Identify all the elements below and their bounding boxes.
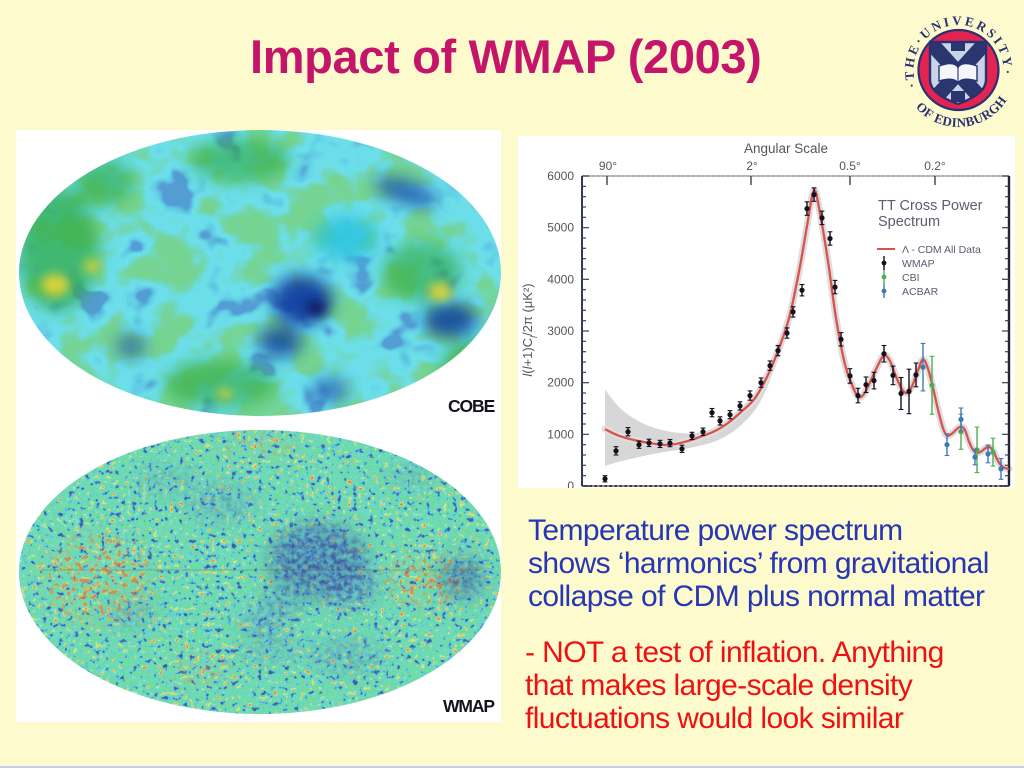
svg-text:0: 0 — [567, 479, 574, 488]
svg-text:ACBAR: ACBAR — [902, 286, 939, 298]
svg-text:Angular Scale: Angular Scale — [744, 141, 828, 156]
svg-text:4000: 4000 — [547, 272, 574, 286]
svg-text:TT Cross Power: TT Cross Power — [878, 198, 983, 214]
svg-text:l(l+1)Cl/2π (μK²): l(l+1)Cl/2π (μK²) — [520, 283, 539, 376]
svg-text:5000: 5000 — [547, 221, 574, 235]
svg-text:1000: 1000 — [547, 427, 574, 441]
svg-text:0.2°: 0.2° — [924, 159, 946, 173]
svg-text:Spectrum: Spectrum — [878, 214, 940, 230]
svg-text:3000: 3000 — [547, 324, 574, 338]
svg-text:Λ - CDM All Data: Λ - CDM All Data — [902, 244, 981, 256]
svg-text:2°: 2° — [746, 159, 758, 173]
svg-text:2000: 2000 — [547, 376, 574, 390]
svg-text:WMAP: WMAP — [902, 258, 935, 270]
svg-text:CBI: CBI — [902, 272, 920, 284]
svg-text:0.5°: 0.5° — [839, 159, 861, 173]
svg-text:90°: 90° — [599, 159, 617, 173]
svg-text:6000: 6000 — [547, 169, 574, 183]
